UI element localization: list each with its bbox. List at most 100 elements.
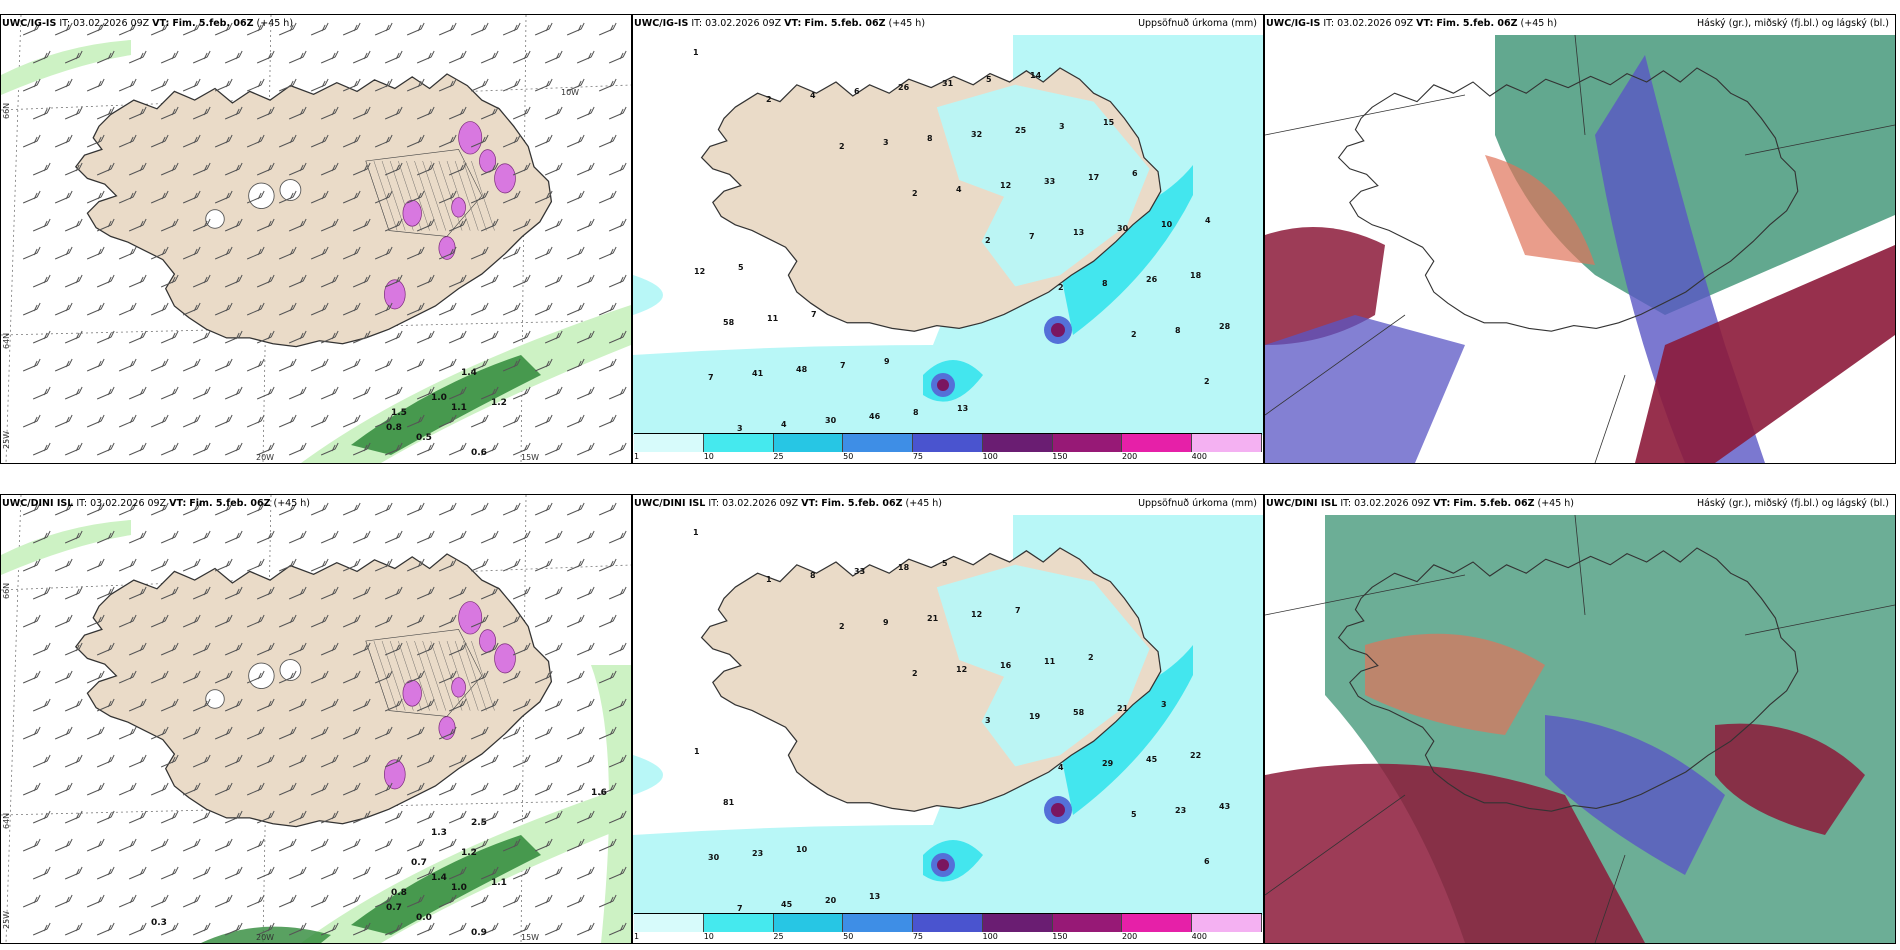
- precip-amount-label: 7: [708, 373, 714, 382]
- precip-amount-label: 18: [898, 563, 910, 572]
- init-time: IT: 03.02.2026 09Z: [1323, 18, 1414, 29]
- precip-amount-label: 13: [1073, 228, 1084, 237]
- colorbar-tick-label: 1: [634, 452, 640, 461]
- lat-label: 64N: [2, 813, 11, 829]
- precip-amount-label: 2: [839, 142, 845, 151]
- colorbar-segment: [703, 434, 774, 452]
- model-label: UWC/DINI ISL: [1266, 498, 1338, 509]
- precip-amount-label: 1: [693, 48, 699, 57]
- precip-amount-label: 3: [985, 716, 991, 725]
- precip-value-label: 0.5: [416, 433, 432, 443]
- precip-amount-label: 6: [1132, 169, 1138, 178]
- colorbar-tick-label: 50: [843, 932, 854, 941]
- precip-amount-label: 21: [1117, 704, 1129, 713]
- map-canvas: [1265, 15, 1895, 463]
- lon-label: 15W: [521, 453, 539, 462]
- precip-amount-label: 8: [1175, 326, 1181, 335]
- precip-amount-label: 2: [1204, 377, 1210, 386]
- precip-amount-label: 31: [942, 79, 954, 88]
- precip-amount-label: 45: [781, 900, 793, 909]
- valid-time-label: VT:: [1416, 18, 1434, 29]
- cloud-shading: [1265, 515, 1895, 943]
- colorbar-tick-label: 400: [1191, 932, 1207, 941]
- precip-amount-label: 1: [694, 747, 700, 756]
- panel-top-left: 66N 64N 25W 20W 15W 10W 1.0 0.5 0.6 0.8 1.5 1.1 1.2 1…: [0, 14, 632, 464]
- precip-amount-label: 7: [1029, 232, 1035, 241]
- precip-value-label: 2.5: [471, 818, 487, 828]
- precip-amount-label: 7: [1015, 606, 1021, 615]
- graticule: [1265, 34, 1895, 463]
- iceland-outline: [1337, 67, 1799, 332]
- precip-value-label: 1.0: [451, 883, 467, 893]
- precip-value-label: 0.3: [151, 918, 167, 928]
- precip-amount-label: 29: [1102, 759, 1114, 768]
- panel-header: UWC/IG-IS IT: 03.02.2026 09Z VT: Fim. 5.…: [2, 18, 293, 29]
- precip-amount-label: 14: [1030, 71, 1042, 80]
- valid-time-label: VT:: [801, 498, 819, 509]
- precip-amount-label: 48: [796, 365, 808, 374]
- lat-label: 66N: [2, 103, 11, 119]
- precip-amount-label: 9: [883, 618, 889, 627]
- precip-value-label: 0.0: [416, 913, 432, 923]
- precip-amount-label: 15: [1103, 118, 1115, 127]
- precip-amount-label: 18: [1190, 271, 1202, 280]
- precip-amount-label: 10: [796, 845, 808, 854]
- valid-time: Fim. 5.feb. 06Z: [189, 498, 271, 509]
- precip-amount-label: 12: [1000, 181, 1011, 190]
- colorbar-segment: [843, 434, 914, 452]
- precip-amount-label: 5: [986, 75, 992, 84]
- precip-amount-label: 33: [1044, 177, 1055, 186]
- valid-time-label: VT:: [784, 18, 802, 29]
- precip-amount-label: 4: [956, 185, 962, 194]
- colorbar-tick-label: 100: [982, 452, 998, 461]
- lat-label: 64N: [2, 333, 11, 349]
- map-canvas: 66N 64N 25W 20W 15W 1.4 0.0 0.9 0.7 0.8 1.0 1.1 1.2 2…: [1, 495, 631, 943]
- lead-time: (+45 h): [888, 18, 926, 29]
- colorbar-labels: 1 10 25 50 75 100 150 200 400: [634, 452, 1262, 463]
- precip-value-label: 1.6: [591, 788, 607, 798]
- cloud-shading: [1265, 35, 1895, 463]
- precip-value-label: 1.0: [431, 393, 447, 403]
- precip-amount-label: 2: [912, 669, 918, 678]
- colorbar-segment: [773, 914, 844, 932]
- precip-amount-label: 22: [1190, 751, 1201, 760]
- wind-barb-icon: [22, 22, 631, 456]
- panel-bottom-right: UWC/DINI ISL IT: 03.02.2026 09Z VT: Fim.…: [1264, 494, 1896, 944]
- precip-amount-label: 58: [1073, 708, 1085, 717]
- map-canvas: 1222222234347887468121326284130263233301…: [633, 15, 1263, 463]
- panel-header: UWC/IG-IS IT: 03.02.2026 09Z VT: Fim. 5.…: [634, 18, 925, 29]
- colorbar-tick-label: 50: [843, 452, 854, 461]
- valid-time: Fim. 5.feb. 06Z: [172, 18, 254, 29]
- colorbar-segment: [982, 914, 1053, 932]
- lead-time: (+45 h): [273, 498, 311, 509]
- colorbar-tick-label: 150: [1052, 452, 1068, 461]
- colorbar-tick-label: 10: [703, 452, 714, 461]
- precip-value-label: 1.2: [461, 848, 477, 858]
- colorbar: [634, 433, 1263, 452]
- colorbar-tick-label: 150: [1052, 932, 1068, 941]
- panel-header: UWC/IG-IS IT: 03.02.2026 09Z VT: Fim. 5.…: [1266, 18, 1557, 29]
- colorbar-segment: [1192, 434, 1263, 452]
- precip-amount-label: 45: [1146, 755, 1158, 764]
- precip-amount-label: 5: [738, 263, 744, 272]
- lead-time: (+45 h): [905, 498, 943, 509]
- colorbar-segment: [1192, 914, 1263, 932]
- precip-amount-label: 4: [781, 420, 787, 429]
- precip-amount-label: 3: [1161, 700, 1167, 709]
- colorbar-segment: [634, 434, 704, 452]
- precip-amount-label: 58: [723, 318, 735, 327]
- panel-top-right: UWC/IG-IS IT: 03.02.2026 09Z VT: Fim. 5.…: [1264, 14, 1896, 464]
- iceland-outline: [1337, 547, 1799, 812]
- precip-amount-label: 11: [1044, 657, 1056, 666]
- precip-amount-label: 3: [737, 424, 743, 433]
- panel-bottom-mid: 1 1 2 2 3 4 5 6 7 8 9 12 19 29 23 30 45 33 21 16 58 45 43 23 20 1…: [632, 494, 1264, 944]
- precip-value-label: 1.5: [391, 408, 407, 418]
- panel-header: UWC/DINI ISL IT: 03.02.2026 09Z VT: Fim.…: [1266, 498, 1574, 509]
- precip-amount-label: 46: [869, 412, 881, 421]
- precip-amount-label: 1: [766, 575, 772, 584]
- init-time: IT: 03.02.2026 09Z: [59, 18, 150, 29]
- panel-title: Uppsöfnuð úrkoma (mm): [1138, 18, 1257, 29]
- precip-amount-label: 2: [1088, 653, 1094, 662]
- precip-amount-label: 33: [854, 567, 865, 576]
- precip-amount-label: 8: [927, 134, 933, 143]
